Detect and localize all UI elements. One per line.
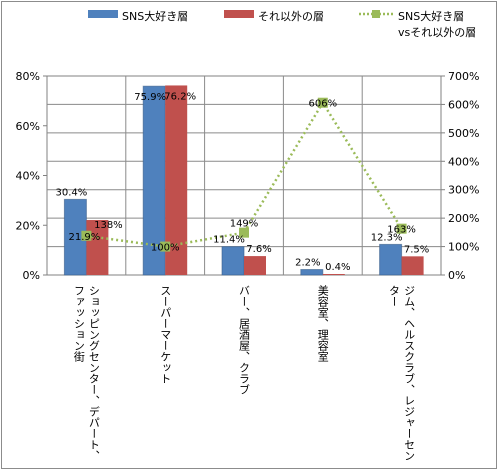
x-category-label: スーパーマーケット: [159, 285, 172, 384]
ratio-marker: [396, 223, 407, 234]
bar-others: [244, 256, 266, 275]
y-left-tick-label: 40%: [16, 170, 40, 183]
legend-label-others: それ以外の層: [258, 10, 324, 23]
legend-label-ratio-line2: vsそれ以外の層: [398, 26, 477, 39]
ratio-data-label: 606%: [309, 99, 338, 110]
y-left-tick-label: 0%: [23, 269, 40, 282]
bar-sns: [300, 269, 324, 276]
bar-others: [322, 274, 345, 275]
legend-swatch-ratio: [359, 10, 393, 18]
bar-data-label: 7.5%: [404, 244, 429, 255]
x-category-label: バー、居酒屋、クラブ: [238, 285, 251, 395]
bar-data-label: 7.6%: [246, 244, 271, 255]
x-category-label: 美容室、理容室: [316, 285, 329, 362]
ratio-marker: [317, 97, 328, 108]
ratio-data-label: 163%: [387, 225, 416, 236]
legend-label-sns: SNS大好き層: [122, 10, 189, 23]
ratio-data-label: 100%: [151, 243, 180, 254]
y-left-tick-label: 20%: [16, 219, 40, 232]
legend-swatch-others: [224, 10, 254, 18]
bar-others: [86, 220, 109, 275]
bar-data-label: 21.9%: [69, 232, 101, 243]
y-right-tick-label: 100%: [448, 241, 479, 254]
y-right-tick-label: 500%: [448, 127, 479, 140]
y-right-tick-label: 0%: [448, 269, 465, 282]
bar-data-label: 76.2%: [164, 91, 196, 102]
bar-data-label: 75.9%: [134, 92, 166, 103]
y-right-tick-label: 600%: [448, 98, 479, 111]
ratio-data-label: 138%: [94, 220, 123, 231]
y-left-tick-label: 60%: [16, 120, 40, 133]
ratio-marker: [81, 230, 92, 241]
bar-data-label: 11.4%: [213, 235, 245, 246]
bar-sns: [379, 243, 403, 276]
bar-data-label: 2.2%: [295, 258, 320, 269]
bar-data-label: 0.4%: [325, 262, 350, 273]
legend-swatch-sns: [88, 10, 118, 18]
y-right-tick-label: 300%: [448, 184, 479, 197]
y-right-tick-label: 200%: [448, 212, 479, 225]
legend-label-ratio-line1: SNS大好き層: [398, 10, 465, 23]
bar-others: [165, 85, 188, 275]
ratio-marker: [160, 241, 171, 252]
ratio-line: [86, 100, 403, 248]
x-category-label: ジム、ヘルスクラブ、レジャーセン: [403, 285, 416, 461]
bar-data-label: 30.4%: [56, 187, 88, 198]
y-right-tick-label: 700%: [448, 70, 479, 83]
x-category-label: ター: [388, 285, 401, 307]
x-category-label: ショッピングセンター、デパート、: [87, 285, 100, 461]
y-right-tick-label: 400%: [448, 155, 479, 168]
ratio-marker: [239, 227, 249, 238]
ratio-data-label: 149%: [230, 219, 259, 230]
bar-others: [401, 256, 424, 275]
bar-data-label: 12.3%: [371, 232, 403, 243]
y-left-tick-label: 80%: [16, 70, 40, 83]
plot-area: [46, 75, 442, 276]
bar-sns: [221, 246, 245, 276]
x-category-label: ファッション街: [72, 285, 85, 363]
